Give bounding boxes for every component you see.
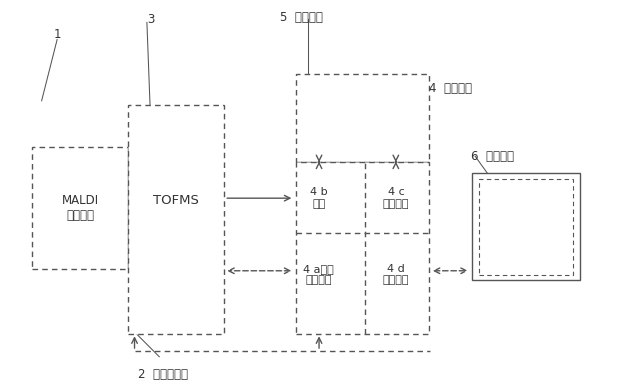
Text: 1: 1 — [54, 28, 62, 41]
Text: 2  搜送光学系: 2 搜送光学系 — [137, 368, 188, 381]
Text: 4 c
校正解析: 4 c 校正解析 — [383, 187, 409, 209]
Text: 3: 3 — [147, 13, 154, 26]
Text: 4  制御装置: 4 制御装置 — [429, 81, 471, 95]
Bar — [128, 105, 225, 334]
Bar — [295, 74, 429, 162]
Text: 4 b
取込: 4 b 取込 — [310, 187, 328, 209]
Text: 6  表示装置: 6 表示装置 — [471, 151, 514, 163]
Text: TOFMS: TOFMS — [154, 194, 199, 207]
Text: MALDI
イオン源: MALDI イオン源 — [62, 194, 99, 222]
Bar — [32, 147, 128, 269]
Text: 4 aコン
トロール: 4 aコン トロール — [304, 264, 334, 285]
Text: 5  記憶装置: 5 記憶装置 — [280, 11, 323, 24]
Bar — [472, 173, 580, 280]
Bar — [295, 162, 429, 334]
Bar — [480, 179, 573, 274]
Text: 4 d
表示制御: 4 d 表示制御 — [383, 264, 409, 285]
